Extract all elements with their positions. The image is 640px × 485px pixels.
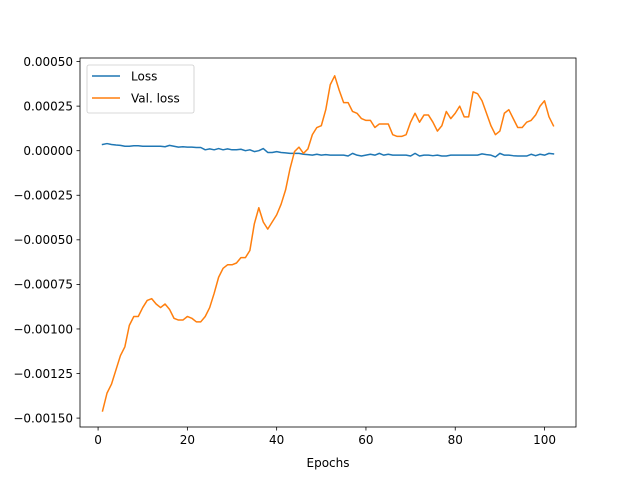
x-axis-label: Epochs — [307, 456, 350, 470]
y-tick-label: −0.00100 — [13, 322, 73, 336]
x-axis-ticks: 0 20 40 60 80 100 — [94, 427, 556, 447]
y-tick-label: 0.00050 — [23, 55, 73, 69]
x-tick-label: 0 — [94, 433, 102, 447]
y-tick-label: −0.00025 — [13, 189, 73, 203]
series-line-loss — [101, 142, 555, 158]
y-tick-label: 0.00025 — [23, 99, 73, 113]
y-tick-label: −0.00075 — [13, 278, 73, 292]
legend-label-val-loss: Val. loss — [131, 92, 180, 106]
data-lines — [101, 75, 555, 412]
y-tick-label: −0.00150 — [13, 411, 73, 425]
x-tick-label: 40 — [269, 433, 284, 447]
y-tick-label: −0.00125 — [13, 367, 73, 381]
y-axis-ticks: −0.00150 −0.00125 −0.00100 −0.00075 −0.00050… — [13, 55, 80, 425]
legend-label-loss: Loss — [131, 70, 157, 84]
axes-frame — [79, 57, 577, 428]
legend-box — [86, 64, 195, 114]
plot-area — [79, 57, 577, 428]
x-tick-label: 60 — [358, 433, 373, 447]
x-tick-label: 20 — [180, 433, 195, 447]
y-tick-label: −0.00050 — [13, 233, 73, 247]
x-tick-label: 80 — [448, 433, 463, 447]
x-tick-label: 100 — [533, 433, 556, 447]
series-line-val-loss — [101, 75, 555, 412]
y-tick-label: 0.00000 — [23, 144, 73, 158]
axes-background — [80, 58, 576, 427]
legend: Loss Val. loss — [86, 64, 195, 114]
